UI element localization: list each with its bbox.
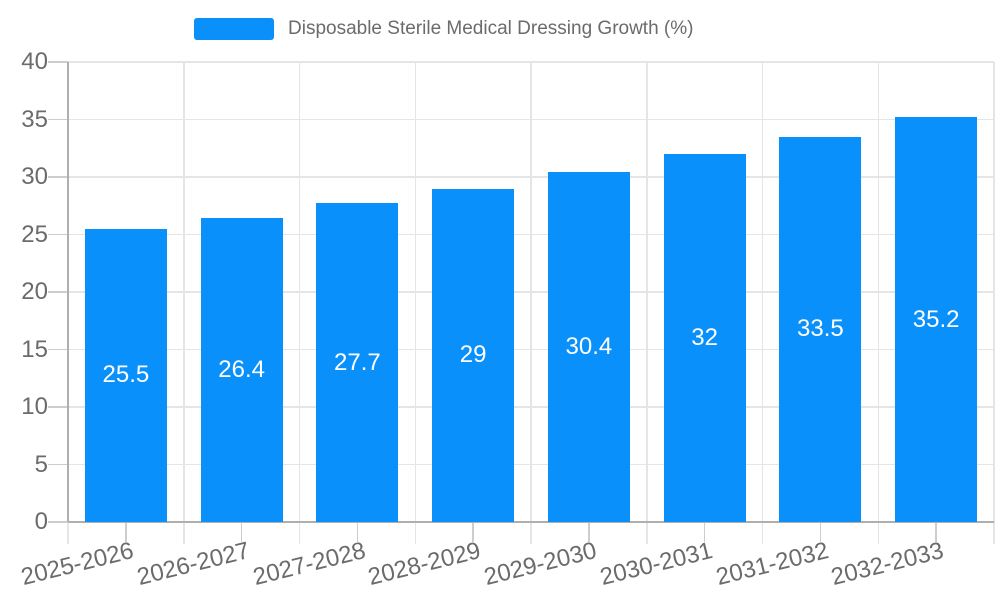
bar-2027-2028: 27.7: [316, 203, 399, 522]
x-axis-label: 2028-2029: [365, 537, 484, 591]
plot-area: 25.5 26.4 27.7 29 30.4 32 33.5 35.2: [48, 61, 995, 544]
x-axis-tick: [356, 522, 359, 542]
x-axis-label: 2030-2031: [597, 537, 716, 591]
gridline-vertical: [877, 62, 879, 544]
y-axis-label: 15: [21, 335, 48, 363]
legend-label: Disposable Sterile Medical Dressing Grow…: [288, 18, 694, 39]
x-axis-tick: [703, 522, 706, 542]
y-axis-tick: [48, 233, 68, 236]
gridline-vertical: [183, 62, 185, 544]
y-axis-label: 30: [21, 163, 48, 190]
x-axis-tick: [472, 522, 474, 542]
bar-2029-2030: 30.4: [547, 172, 630, 522]
y-axis-tick: [48, 406, 68, 408]
y-axis-tick: [48, 463, 68, 466]
x-axis-tick: [819, 522, 822, 542]
bar-value-label: 25.5: [102, 361, 150, 389]
y-axis-label: 10: [21, 393, 48, 420]
x-axis-tick: [935, 522, 937, 542]
y-axis-line: [67, 62, 69, 522]
y-axis-tick: [48, 176, 68, 178]
bar-2026-2027: 26.4: [200, 218, 283, 522]
y-axis-label: 5: [34, 450, 48, 478]
gridline-vertical: [761, 62, 764, 544]
x-axis-tick: [588, 522, 590, 542]
gridline-vertical: [530, 62, 532, 544]
x-axis-line: [68, 520, 994, 523]
x-axis-label: 2032-2033: [828, 537, 947, 591]
x-axis-label: 2031-2032: [713, 537, 831, 591]
y-axis-tick: [48, 118, 68, 121]
bar-value-label: 27.7: [334, 348, 381, 376]
gridline-vertical: [414, 62, 416, 544]
bar-2025-2026: 25.5: [84, 228, 167, 522]
bar-2031-2032: 33.5: [779, 136, 862, 522]
legend-swatch-icon: [194, 18, 274, 40]
bar-value-label: 32: [691, 324, 718, 351]
y-axis-label: 0: [34, 508, 48, 535]
x-axis-label: 2027-2028: [250, 537, 368, 591]
bar-value-label: 29: [459, 341, 487, 369]
gridline-vertical: [298, 62, 301, 544]
y-axis-labels: 0 5 10 15 20 25 30 35 40: [0, 0, 48, 600]
y-axis-label: 40: [21, 48, 48, 75]
bar-2030-2031: 32: [663, 154, 746, 522]
y-axis-label: 35: [21, 105, 48, 133]
y-axis-tick: [48, 61, 68, 63]
bar-value-label: 26.4: [218, 356, 265, 384]
y-axis-label: 25: [21, 220, 48, 248]
bar-value-label: 35.2: [912, 305, 960, 333]
y-axis-tick: [48, 348, 68, 351]
y-axis-label: 20: [21, 278, 48, 305]
gridline-vertical: [646, 62, 648, 544]
bar-2028-2029: 29: [432, 188, 515, 522]
x-axis-label: 2029-2030: [481, 537, 600, 591]
y-axis-tick: [48, 291, 68, 293]
y-axis-tick: [48, 521, 68, 523]
bar-value-label: 33.5: [797, 315, 844, 343]
x-axis-tick: [240, 522, 243, 542]
gridline-vertical: [993, 62, 995, 544]
legend-item[interactable]: Disposable Sterile Medical Dressing Grow…: [194, 17, 693, 41]
bar-2032-2033: 35.2: [895, 117, 978, 522]
x-axis-label: 2026-2027: [134, 537, 253, 591]
bar-value-label: 30.4: [565, 333, 613, 361]
x-axis-tick: [125, 522, 127, 542]
